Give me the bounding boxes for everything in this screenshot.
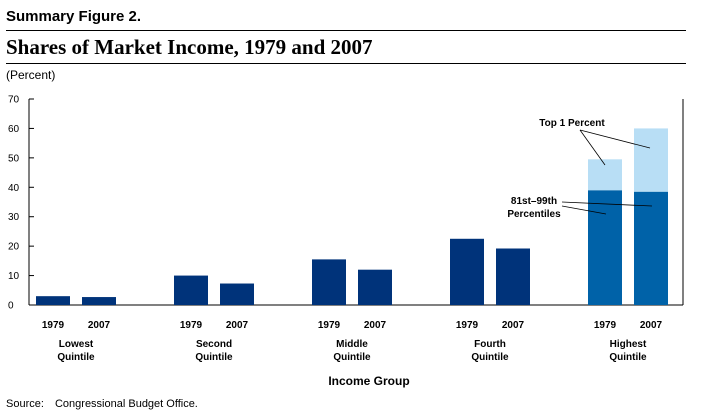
y-tick-label-20: 20 — [8, 242, 20, 253]
bar-group0-1979 — [36, 296, 70, 305]
x-tick-label-group0-1979: 1979 — [42, 320, 65, 331]
x-axis-title: Income Group — [328, 374, 409, 388]
bar-group4-1979-segment0 — [588, 190, 622, 305]
bar-group1-2007 — [220, 283, 254, 305]
group-label-4-line1: Quintile — [609, 352, 647, 363]
leader-lower-1979 — [561, 205, 607, 215]
figure-label: Summary Figure 2. — [6, 8, 142, 25]
group-label-2-line1: Quintile — [333, 352, 371, 363]
source-label: Source: — [6, 398, 44, 410]
y-tick-label-10: 10 — [8, 271, 20, 282]
x-tick-label-group4-1979: 1979 — [594, 320, 617, 331]
bar-group4-2007-segment1 — [634, 128, 668, 192]
x-tick-label-group3-2007: 2007 — [502, 320, 525, 331]
title-rule-bottom — [6, 63, 686, 64]
leader-top-1979 — [579, 129, 606, 166]
bar-group0-2007 — [82, 297, 116, 305]
group-label-4-line0: Highest — [610, 339, 647, 350]
title-rule-top — [6, 30, 686, 31]
chart-title: Shares of Market Income, 1979 and 2007 — [6, 35, 373, 59]
x-tick-label-group0-2007: 2007 — [88, 320, 111, 331]
leader-lower-2007 — [561, 201, 653, 207]
y-tick-label-0: 0 — [8, 301, 14, 312]
bar-group4-1979-segment1 — [588, 159, 622, 191]
bar-group2-2007 — [358, 269, 392, 305]
x-tick-label-group2-1979: 1979 — [318, 320, 341, 331]
x-tick-label-group1-1979: 1979 — [180, 320, 203, 331]
annotation-81-99-line1: 81st–99th — [511, 196, 557, 207]
leader-top-2007 — [579, 129, 651, 149]
y-tick-label-70: 70 — [8, 95, 20, 106]
y-axis-unit-label: (Percent) — [6, 68, 56, 82]
y-tick-label-60: 60 — [8, 124, 20, 135]
bar-group2-1979 — [312, 259, 346, 305]
group-label-2-line0: Middle — [336, 339, 368, 350]
group-label-3-line0: Fourth — [474, 339, 506, 350]
annotation-top-1-percent: Top 1 Percent — [539, 118, 605, 129]
group-label-0-line0: Lowest — [59, 339, 94, 350]
x-tick-label-group2-2007: 2007 — [364, 320, 387, 331]
y-tick-label-40: 40 — [8, 183, 20, 194]
y-tick-label-30: 30 — [8, 212, 20, 223]
bar-group1-1979 — [174, 275, 208, 305]
group-label-1-line0: Second — [196, 339, 232, 350]
group-label-1-line1: Quintile — [195, 352, 233, 363]
source-text: Congressional Budget Office. — [54, 398, 198, 410]
group-label-0-line1: Quintile — [57, 352, 95, 363]
x-tick-label-group1-2007: 2007 — [226, 320, 249, 331]
bar-group3-2007 — [496, 248, 530, 305]
y-tick-label-50: 50 — [8, 153, 20, 164]
bar-group3-1979 — [450, 238, 484, 305]
x-tick-label-group3-1979: 1979 — [456, 320, 479, 331]
bar-group4-2007-segment0 — [634, 191, 668, 305]
x-tick-label-group4-2007: 2007 — [640, 320, 663, 331]
group-label-3-line1: Quintile — [471, 352, 509, 363]
annotation-81-99-line2: Percentiles — [507, 209, 561, 220]
source-note: Source: Congressional Budget Office. — [6, 398, 198, 410]
